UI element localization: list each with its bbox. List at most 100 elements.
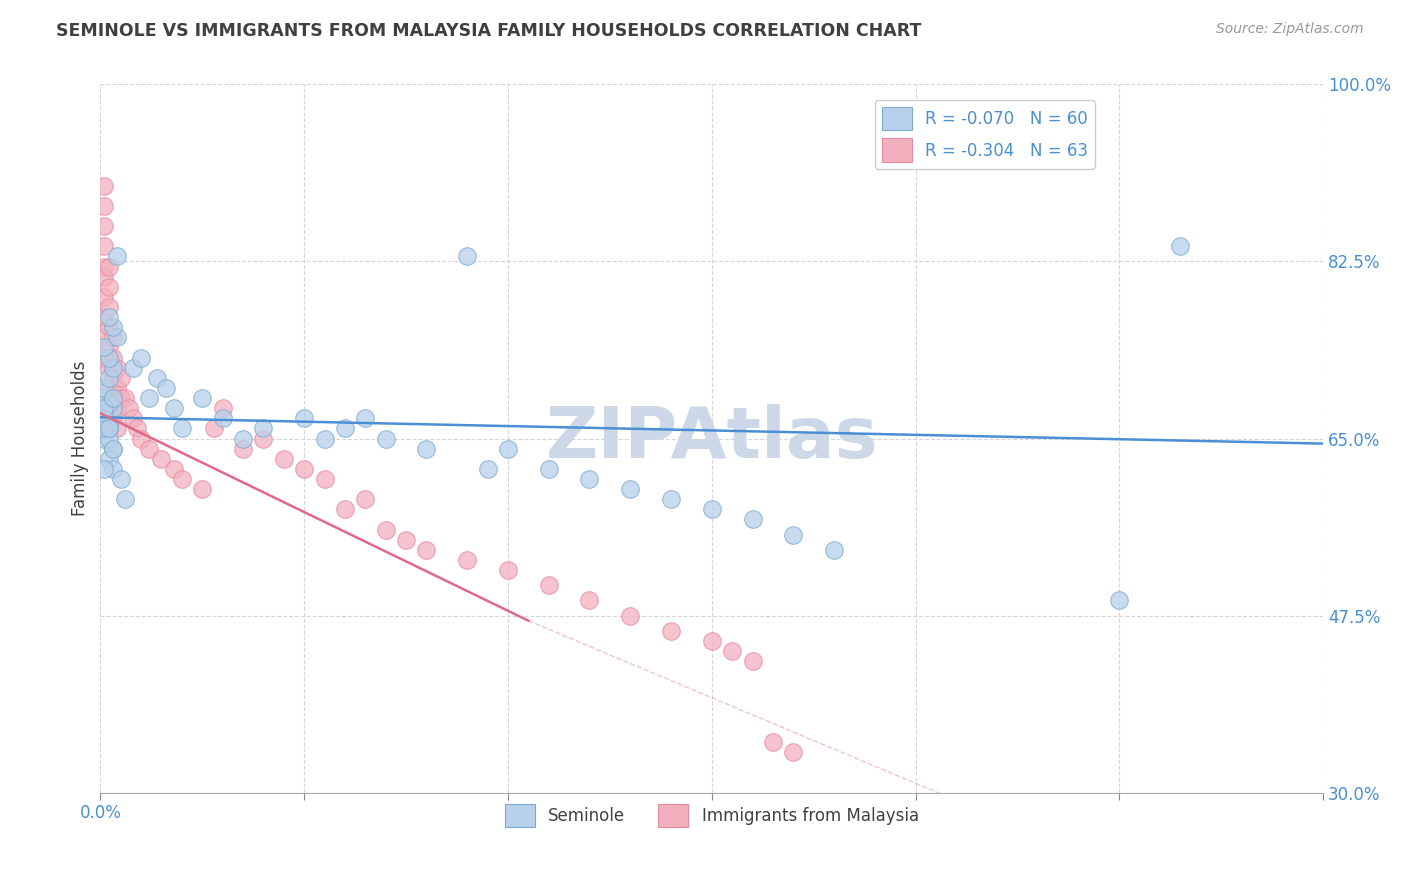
Point — [619, 608, 641, 623]
Point — [252, 421, 274, 435]
Point — [741, 654, 763, 668]
Point — [122, 411, 145, 425]
Point — [93, 269, 115, 284]
Point — [191, 391, 214, 405]
Point — [118, 401, 141, 416]
Point — [415, 542, 437, 557]
Text: ZIPAtlas: ZIPAtlas — [546, 404, 879, 473]
Point — [97, 300, 120, 314]
Point — [97, 451, 120, 466]
Point — [101, 391, 124, 405]
Point — [114, 492, 136, 507]
Point — [97, 421, 120, 435]
Point — [155, 381, 177, 395]
Point — [823, 542, 845, 557]
Point — [93, 391, 115, 405]
Point — [150, 451, 173, 466]
Point — [211, 401, 233, 416]
Point — [129, 351, 152, 365]
Point — [333, 502, 356, 516]
Point — [101, 320, 124, 334]
Point — [105, 381, 128, 395]
Point — [1108, 593, 1130, 607]
Point — [721, 644, 744, 658]
Point — [211, 411, 233, 425]
Point — [93, 411, 115, 425]
Point — [97, 371, 120, 385]
Point — [93, 411, 115, 425]
Point — [163, 401, 186, 416]
Point — [101, 391, 124, 405]
Point — [97, 310, 120, 325]
Point — [93, 260, 115, 274]
Point — [659, 492, 682, 507]
Point — [314, 472, 336, 486]
Point — [97, 320, 120, 334]
Point — [578, 472, 600, 486]
Point — [97, 280, 120, 294]
Point — [101, 442, 124, 456]
Point — [93, 330, 115, 344]
Point — [93, 406, 115, 420]
Point — [97, 260, 120, 274]
Point — [762, 735, 785, 749]
Point — [105, 330, 128, 344]
Point — [782, 527, 804, 541]
Point — [101, 371, 124, 385]
Point — [101, 351, 124, 365]
Text: SEMINOLE VS IMMIGRANTS FROM MALAYSIA FAMILY HOUSEHOLDS CORRELATION CHART: SEMINOLE VS IMMIGRANTS FROM MALAYSIA FAM… — [56, 22, 921, 40]
Point — [163, 462, 186, 476]
Point — [496, 563, 519, 577]
Point — [93, 432, 115, 446]
Point — [232, 432, 254, 446]
Point — [700, 502, 723, 516]
Y-axis label: Family Households: Family Households — [72, 361, 89, 516]
Point — [97, 341, 120, 355]
Point — [252, 432, 274, 446]
Point — [129, 432, 152, 446]
Point — [93, 290, 115, 304]
Point — [374, 432, 396, 446]
Point — [93, 381, 115, 395]
Point — [146, 371, 169, 385]
Point — [138, 442, 160, 456]
Point — [93, 199, 115, 213]
Point — [97, 421, 120, 435]
Point — [232, 442, 254, 456]
Point — [101, 442, 124, 456]
Point — [93, 462, 115, 476]
Point — [170, 421, 193, 435]
Point — [97, 401, 120, 416]
Point — [93, 421, 115, 435]
Point — [105, 421, 128, 435]
Point — [93, 401, 115, 416]
Point — [138, 391, 160, 405]
Point — [456, 249, 478, 263]
Point — [97, 432, 120, 446]
Point — [93, 341, 115, 355]
Point — [292, 462, 315, 476]
Point — [354, 411, 377, 425]
Point — [122, 360, 145, 375]
Point — [93, 178, 115, 193]
Point — [170, 472, 193, 486]
Point — [125, 421, 148, 435]
Point — [204, 421, 226, 435]
Point — [105, 360, 128, 375]
Point — [93, 239, 115, 253]
Point — [496, 442, 519, 456]
Point — [93, 351, 115, 365]
Point — [101, 411, 124, 425]
Point — [659, 624, 682, 638]
Point — [456, 553, 478, 567]
Point — [537, 462, 560, 476]
Point — [700, 633, 723, 648]
Point — [395, 533, 418, 547]
Point — [537, 578, 560, 592]
Point — [333, 421, 356, 435]
Point — [97, 360, 120, 375]
Point — [101, 401, 124, 416]
Point — [97, 396, 120, 410]
Point — [101, 330, 124, 344]
Point — [97, 381, 120, 395]
